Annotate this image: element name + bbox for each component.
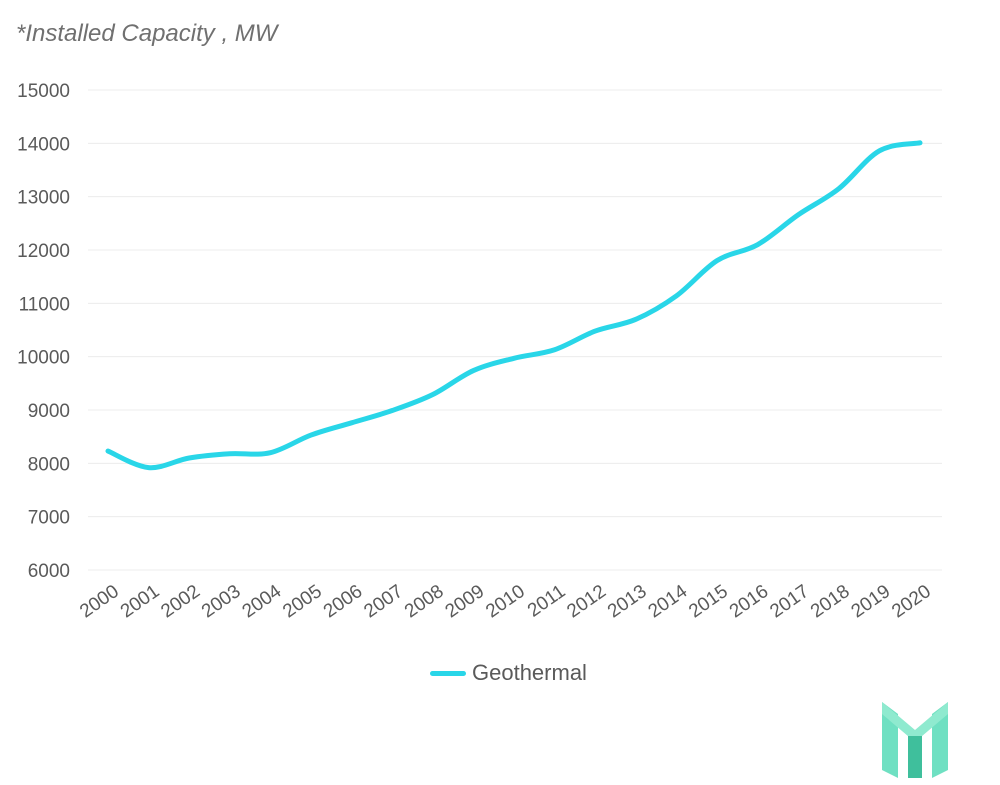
legend: Geothermal bbox=[430, 660, 587, 686]
grid-lines bbox=[88, 89, 942, 571]
x-tick-label: 2018 bbox=[807, 581, 854, 622]
series-line-geothermal bbox=[105, 140, 923, 471]
x-tick-label: 2008 bbox=[401, 581, 448, 622]
x-tick-label: 2012 bbox=[563, 581, 610, 622]
x-tick-label: 2015 bbox=[685, 581, 732, 622]
x-tick-label: 2017 bbox=[766, 581, 813, 622]
y-tick-label: 7000 bbox=[28, 508, 70, 529]
x-tick-label: 2003 bbox=[198, 581, 245, 622]
chart-title: *Installed Capacity , MW bbox=[16, 20, 278, 47]
y-tick-label: 13000 bbox=[17, 188, 70, 209]
x-tick-label: 2019 bbox=[848, 581, 895, 622]
x-tick-label: 2006 bbox=[320, 581, 367, 622]
legend-label-geothermal: Geothermal bbox=[472, 660, 587, 685]
y-tick-label: 6000 bbox=[28, 561, 70, 582]
y-tick-label: 8000 bbox=[28, 454, 70, 475]
brand-logo-icon bbox=[880, 700, 950, 785]
y-axis-ticks: 6000 7000 8000 9000 10000 11000 12000 13000 1400… bbox=[17, 81, 70, 582]
y-tick-label: 10000 bbox=[17, 348, 70, 369]
y-tick-label: 15000 bbox=[17, 81, 70, 102]
x-tick-label: 2011 bbox=[524, 581, 570, 622]
x-tick-label: 2010 bbox=[482, 581, 529, 622]
x-tick-label: 2005 bbox=[279, 581, 326, 622]
x-tick-label: 2002 bbox=[157, 581, 204, 622]
y-tick-label: 12000 bbox=[17, 241, 70, 262]
legend-swatch bbox=[430, 670, 466, 676]
x-axis-ticks: 2000200120022003200420052006200720082009… bbox=[76, 581, 935, 623]
x-tick-label: 2020 bbox=[888, 581, 935, 622]
y-tick-label: 9000 bbox=[28, 401, 70, 422]
x-tick-label: 2000 bbox=[76, 581, 123, 622]
x-tick-label: 2013 bbox=[604, 581, 651, 622]
x-tick-label: 2016 bbox=[726, 581, 773, 622]
x-tick-label: 2004 bbox=[239, 581, 286, 623]
y-tick-label: 14000 bbox=[17, 134, 70, 155]
x-tick-label: 2001 bbox=[117, 581, 164, 622]
y-tick-label: 11000 bbox=[19, 294, 70, 315]
x-tick-label: 2007 bbox=[360, 581, 407, 622]
x-tick-label: 2009 bbox=[442, 581, 489, 622]
x-tick-label: 2014 bbox=[645, 581, 692, 623]
